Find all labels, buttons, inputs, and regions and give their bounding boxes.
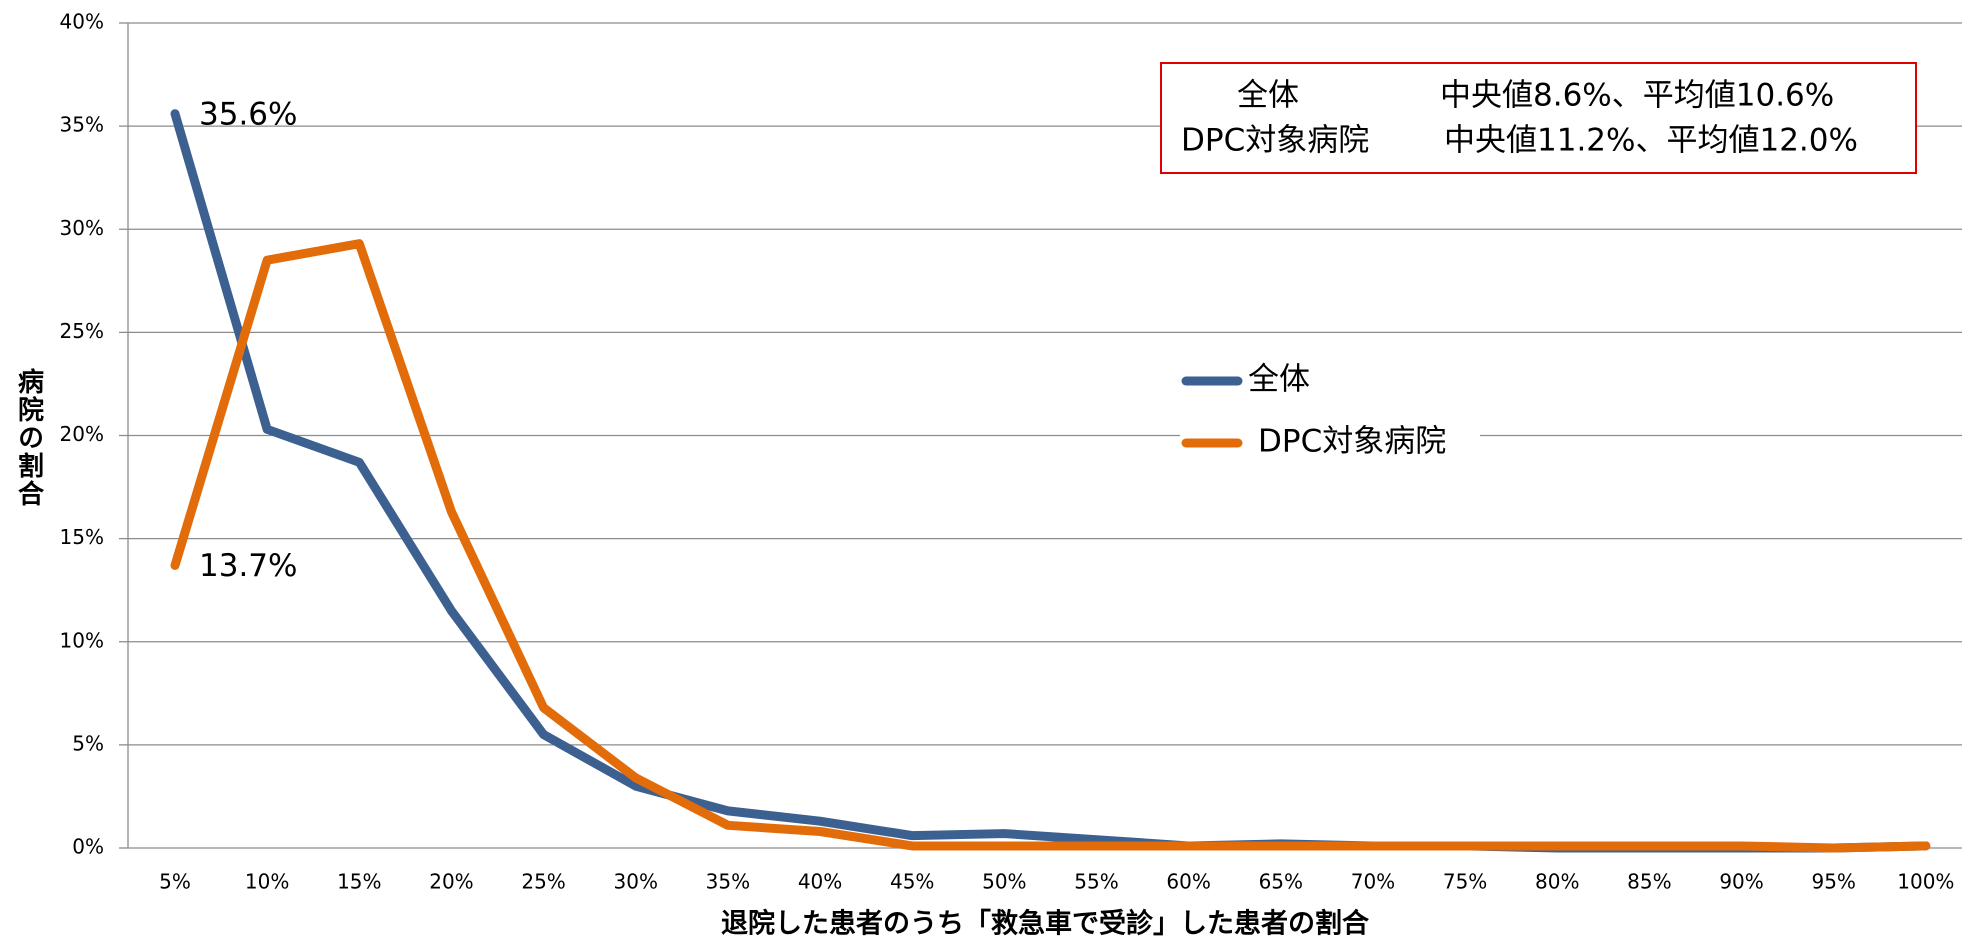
x-tick-label: 85%	[1627, 870, 1671, 894]
series-line	[170, 239, 1931, 853]
x-tick-label: 90%	[1719, 870, 1763, 894]
x-tick-label: 45%	[890, 870, 934, 894]
y-tick-label: 20%	[60, 422, 104, 446]
legend-label: 全体	[1248, 362, 1310, 398]
x-tick-label: 50%	[982, 870, 1026, 894]
stats-box	[1160, 62, 1917, 174]
y-tick-label: 0%	[72, 835, 104, 859]
x-tick-label: 30%	[614, 870, 658, 894]
y-tick-label: 15%	[60, 525, 104, 549]
x-tick-label: 10%	[245, 870, 289, 894]
stats-text: 中央値11.2%、平均値12.0%	[1444, 123, 1858, 159]
x-tick-label: 100%	[1897, 870, 1954, 894]
y-tick-label: 10%	[60, 628, 104, 652]
y-tick-label: 40%	[60, 10, 104, 34]
x-tick-label: 80%	[1535, 870, 1579, 894]
legend-label: DPC対象病院	[1258, 424, 1446, 460]
stats-label: DPC対象病院	[1181, 123, 1369, 159]
x-axis-title: 退院した患者のうち「救急車で受診」した患者の割合	[721, 908, 1369, 940]
x-tick-label: 5%	[159, 870, 191, 894]
x-tick-label: 35%	[706, 870, 750, 894]
x-tick-label: 55%	[1074, 870, 1118, 894]
x-tick-label: 20%	[429, 870, 473, 894]
x-tick-label: 95%	[1811, 870, 1855, 894]
x-tick-label: 60%	[1166, 870, 1210, 894]
x-tick-label: 65%	[1259, 870, 1303, 894]
data-label: 13.7%	[199, 548, 297, 584]
y-tick-label: 25%	[60, 319, 104, 343]
y-axis-title: 病院の割合	[14, 368, 44, 508]
y-tick-label: 5%	[72, 731, 104, 755]
stats-text: 中央値8.6%、平均値10.6%	[1440, 78, 1834, 114]
data-label: 35.6%	[199, 96, 297, 132]
x-tick-label: 15%	[337, 870, 381, 894]
y-tick-label: 35%	[60, 113, 104, 137]
y-tick-label: 30%	[60, 216, 104, 240]
x-tick-label: 75%	[1443, 870, 1487, 894]
x-tick-label: 70%	[1351, 870, 1395, 894]
x-tick-label: 25%	[521, 870, 565, 894]
stats-label: 全体	[1237, 78, 1299, 114]
x-tick-label: 40%	[798, 870, 842, 894]
